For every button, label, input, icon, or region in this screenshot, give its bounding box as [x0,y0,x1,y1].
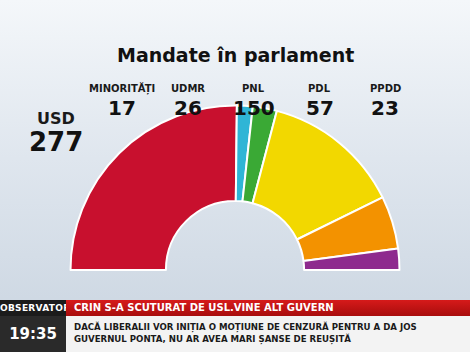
html-text:DACĂ LIBERALII VOR INIȚIA O MO: DACĂ LIBERALII VOR INIȚIA O MOȚIUNE DE C… [74,322,417,344]
svg-text:26: 26 [174,96,202,120]
svg-text:USD: USD [37,109,75,128]
svg-text:MINORITĂȚI: MINORITĂȚI [89,82,155,95]
svg-text:PPDD: PPDD [370,83,401,94]
svg-text:150: 150 [233,96,275,120]
svg-text:277: 277 [29,127,83,157]
svg-text:57: 57 [306,96,334,120]
svg-text:Mandate în parlament: Mandate în parlament [117,44,354,66]
svg-text:UDMR: UDMR [171,83,205,94]
svg-text:PNL: PNL [242,83,265,94]
svg-text:17: 17 [108,96,136,120]
html-text:OBSERVATOR CRIN S-A SCUTURAT D: OBSERVATOR CRIN S-A SCUTURAT DE USL.VINE… [0,302,334,313]
html-text:19:35: 19:35 [9,325,57,343]
svg-text:23: 23 [371,96,399,120]
svg-text:PDL: PDL [308,83,331,94]
